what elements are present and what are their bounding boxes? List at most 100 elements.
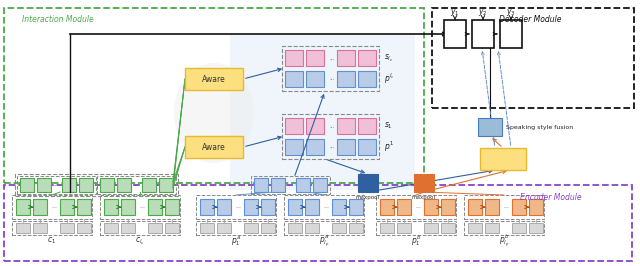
Bar [332,199,346,215]
Text: Interaction Module: Interaction Module [22,15,93,24]
Bar [485,199,499,215]
Bar [121,223,135,233]
Bar [464,195,544,219]
Bar [512,199,526,215]
Text: $y_1$: $y_1$ [450,6,460,18]
Bar [337,118,355,134]
Bar [282,46,379,91]
Bar [230,35,415,190]
Text: ...: ... [330,144,335,149]
Bar [79,178,93,192]
Bar [104,199,118,215]
Text: $c_{l_c}$: $c_{l_c}$ [135,235,145,247]
Bar [358,118,376,134]
Bar [196,195,276,219]
Bar [288,223,302,233]
Text: maxpool: maxpool [356,196,380,201]
Text: $y_2$: $y_2$ [478,6,488,18]
Bar [33,199,47,215]
Text: $y_3$: $y_3$ [506,6,516,18]
Bar [432,8,634,108]
Bar [4,185,632,261]
Bar [444,20,466,48]
Bar [380,223,394,233]
Bar [4,8,424,183]
Bar [97,176,176,194]
Text: $c_1$: $c_1$ [47,236,56,246]
Bar [261,199,275,215]
Text: ...: ... [330,56,335,60]
Bar [305,199,319,215]
Text: Speaking style fusion: Speaking style fusion [506,124,573,130]
Bar [397,199,411,215]
Bar [472,20,494,48]
Bar [424,199,438,215]
Text: $p_1^b$: $p_1^b$ [411,234,421,248]
Bar [305,223,319,233]
Bar [165,223,179,233]
Text: $p_{l_p}^b$: $p_{l_p}^b$ [499,232,509,250]
Bar [414,174,434,192]
Bar [285,71,303,87]
Bar [117,178,131,192]
Bar [441,223,455,233]
Bar [100,195,180,219]
Text: ...: ... [139,205,145,210]
Bar [16,199,30,215]
Bar [60,199,74,215]
Bar [285,118,303,134]
Text: $p^1$: $p^1$ [384,140,394,154]
Bar [337,139,355,155]
Text: ...: ... [53,182,59,188]
Bar [358,139,376,155]
Text: ...: ... [330,123,335,128]
Bar [306,71,324,87]
Bar [33,223,47,233]
Text: ...: ... [415,205,421,210]
Text: ...: ... [503,205,509,210]
Bar [424,223,438,233]
Ellipse shape [174,63,254,163]
Bar [148,199,162,215]
Bar [142,178,156,192]
Bar [77,199,91,215]
Bar [306,50,324,66]
Bar [200,223,214,233]
Bar [100,221,180,235]
Bar [62,178,76,192]
Bar [306,139,324,155]
Text: ...: ... [235,205,241,210]
Text: ...: ... [323,205,329,210]
Bar [254,178,268,192]
Bar [159,178,173,192]
Bar [468,223,482,233]
Text: ...: ... [330,77,335,81]
Bar [358,71,376,87]
Bar [306,118,324,134]
Bar [121,199,135,215]
Text: Aware: Aware [202,143,226,152]
Text: $p^{l_c}$: $p^{l_c}$ [384,72,395,86]
Bar [480,148,526,170]
Bar [12,221,92,235]
Bar [441,199,455,215]
Bar [285,50,303,66]
Text: Aware: Aware [202,74,226,84]
Text: $p_1^a$: $p_1^a$ [231,234,241,248]
Bar [148,223,162,233]
Bar [358,50,376,66]
Bar [349,199,363,215]
Bar [349,223,363,233]
Bar [37,178,51,192]
Bar [196,221,276,235]
Bar [337,50,355,66]
Bar [244,223,258,233]
Text: ...: ... [287,182,292,188]
Bar [261,223,275,233]
Text: $s_{l_c}$: $s_{l_c}$ [384,52,394,64]
Text: Decoder Module: Decoder Module [499,15,561,24]
Bar [185,68,243,90]
Bar [478,118,502,136]
Bar [288,199,302,215]
Bar [380,199,394,215]
